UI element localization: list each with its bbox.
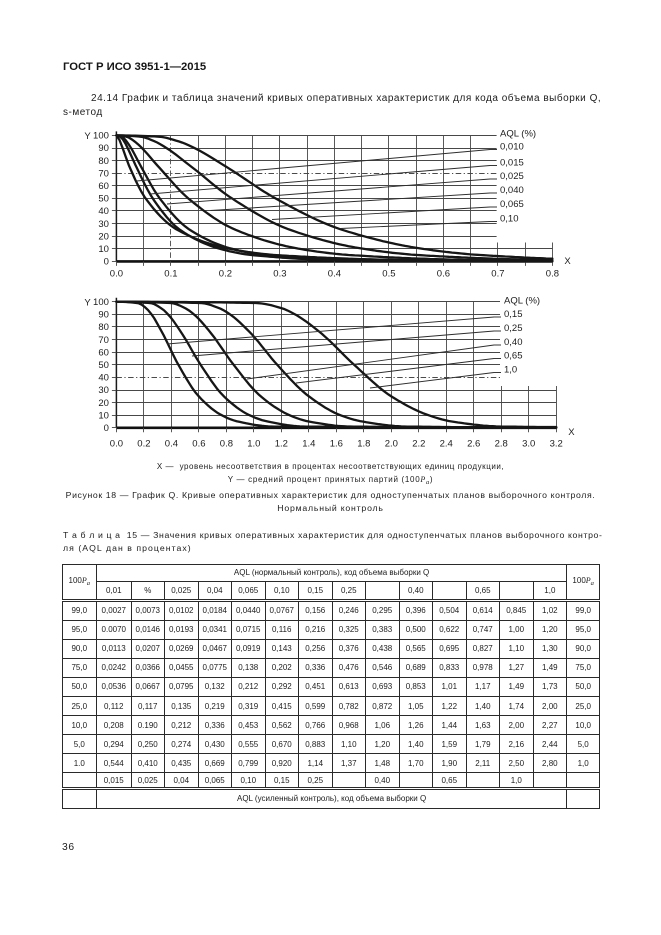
svg-text:0,40: 0,40 (504, 337, 523, 348)
svg-text:60: 60 (98, 347, 109, 358)
svg-text:40: 40 (98, 206, 109, 217)
svg-text:70: 70 (98, 168, 109, 179)
svg-text:2.6: 2.6 (467, 439, 480, 450)
svg-text:AQL (%): AQL (%) (504, 296, 540, 307)
svg-text:0,25: 0,25 (504, 323, 523, 334)
svg-text:3.2: 3.2 (550, 439, 563, 450)
svg-text:0,015: 0,015 (500, 158, 524, 169)
svg-text:0,65: 0,65 (504, 351, 523, 362)
svg-text:50: 50 (98, 194, 109, 205)
svg-text:Y: Y (84, 297, 91, 308)
svg-text:50: 50 (98, 360, 109, 371)
svg-text:1.2: 1.2 (275, 439, 288, 450)
svg-text:1.6: 1.6 (330, 439, 343, 450)
svg-text:90: 90 (98, 143, 109, 154)
svg-text:60: 60 (98, 181, 109, 192)
svg-text:0.4: 0.4 (165, 439, 178, 450)
svg-text:2.0: 2.0 (385, 439, 398, 450)
svg-text:80: 80 (98, 156, 109, 167)
svg-text:2.8: 2.8 (495, 439, 508, 450)
svg-text:0,065: 0,065 (500, 199, 524, 210)
svg-text:X: X (568, 427, 575, 438)
svg-text:1.8: 1.8 (357, 439, 370, 450)
svg-text:0.7: 0.7 (491, 269, 504, 280)
svg-text:20: 20 (98, 231, 109, 242)
svg-text:0.6: 0.6 (437, 269, 450, 280)
svg-text:0.1: 0.1 (164, 269, 177, 280)
svg-text:90: 90 (98, 310, 109, 321)
svg-text:20: 20 (98, 398, 109, 409)
svg-text:0,15: 0,15 (504, 309, 523, 320)
svg-text:2.2: 2.2 (412, 439, 425, 450)
svg-text:30: 30 (98, 385, 109, 396)
svg-text:100: 100 (93, 297, 109, 308)
svg-text:X: X (564, 256, 571, 267)
svg-text:0.4: 0.4 (328, 269, 341, 280)
svg-text:0,025: 0,025 (500, 171, 524, 182)
svg-text:0.8: 0.8 (220, 439, 233, 450)
svg-text:0.3: 0.3 (273, 269, 286, 280)
svg-text:40: 40 (98, 373, 109, 384)
svg-text:10: 10 (98, 244, 109, 255)
svg-text:10: 10 (98, 410, 109, 421)
svg-text:0,040: 0,040 (500, 185, 524, 196)
svg-text:1,0: 1,0 (504, 365, 517, 376)
svg-text:3.0: 3.0 (522, 439, 535, 450)
svg-text:0,010: 0,010 (500, 142, 524, 153)
svg-text:1.4: 1.4 (302, 439, 315, 450)
svg-text:100: 100 (93, 131, 109, 142)
svg-text:0.2: 0.2 (219, 269, 232, 280)
svg-text:0: 0 (104, 257, 109, 268)
svg-text:30: 30 (98, 219, 109, 230)
svg-text:0: 0 (104, 423, 109, 434)
svg-text:0,10: 0,10 (500, 214, 519, 225)
svg-text:0.5: 0.5 (382, 269, 395, 280)
svg-text:0.2: 0.2 (137, 439, 150, 450)
svg-text:2.4: 2.4 (440, 439, 453, 450)
svg-text:Y: Y (84, 131, 91, 142)
svg-text:80: 80 (98, 322, 109, 333)
svg-text:0.0: 0.0 (110, 439, 123, 450)
svg-text:1.0: 1.0 (247, 439, 260, 450)
svg-text:0.6: 0.6 (192, 439, 205, 450)
svg-text:AQL (%): AQL (%) (500, 129, 536, 140)
svg-text:70: 70 (98, 335, 109, 346)
svg-text:0.8: 0.8 (546, 269, 559, 280)
svg-text:0.0: 0.0 (110, 269, 123, 280)
